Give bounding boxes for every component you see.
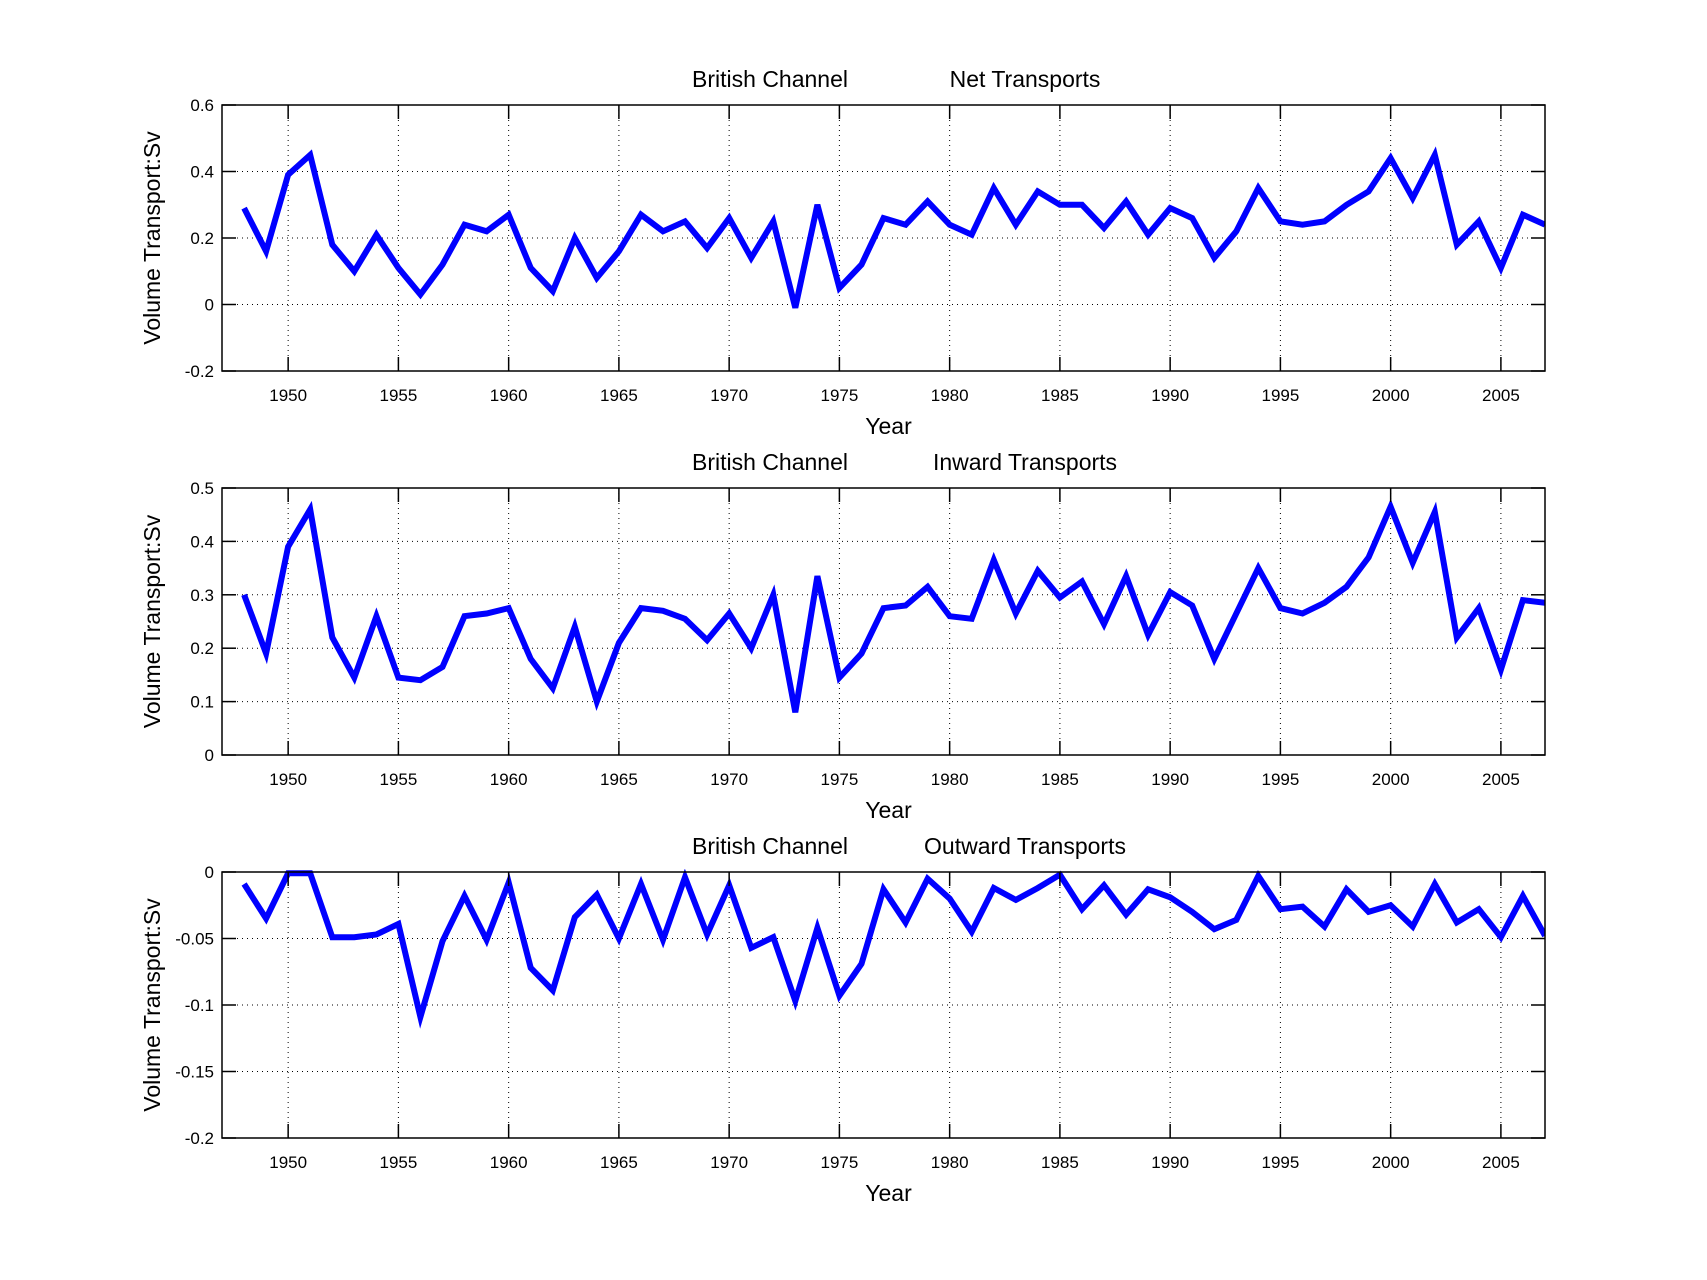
x-tick-label: 1995 — [1261, 770, 1299, 789]
x-tick-label: 1985 — [1041, 386, 1079, 405]
x-tick-label: 1950 — [269, 1153, 307, 1172]
x-tick-label: 1955 — [379, 770, 417, 789]
x-tick-label: 1970 — [710, 1153, 748, 1172]
y-axis-label: Volume Transport:Sv — [139, 131, 165, 345]
x-tick-label: 1995 — [1261, 386, 1299, 405]
subplot-title-left: British Channel — [692, 66, 848, 92]
y-tick-label: 0.2 — [190, 639, 214, 658]
x-axis-label: Year — [865, 1180, 912, 1206]
x-tick-label: 2005 — [1482, 770, 1520, 789]
y-tick-label: 0.3 — [190, 586, 214, 605]
x-tick-label: 1955 — [379, 386, 417, 405]
y-tick-label: 0.2 — [190, 229, 214, 248]
x-tick-label: 2000 — [1372, 770, 1410, 789]
y-tick-label: 0.5 — [190, 479, 214, 498]
x-tick-label: 2000 — [1372, 386, 1410, 405]
x-tick-label: 1960 — [490, 770, 528, 789]
x-tick-label: 1965 — [600, 1153, 638, 1172]
x-tick-label: 1985 — [1041, 770, 1079, 789]
y-tick-label: -0.1 — [185, 996, 214, 1015]
subplot-inward-transports: 1950 1955 1960 1965 1970 1975 1980 1985 1990 1995… — [139, 449, 1546, 823]
y-tick-label: 0 — [205, 296, 214, 315]
x-tick-label: 1990 — [1151, 770, 1189, 789]
x-tick-label: 1995 — [1261, 1153, 1299, 1172]
x-tick-label: 2005 — [1482, 386, 1520, 405]
y-tick-label: -0.2 — [185, 1129, 214, 1148]
x-tick-label: 1970 — [710, 770, 748, 789]
x-tick-label: 2005 — [1482, 1153, 1520, 1172]
y-tick-label: -0.05 — [175, 930, 214, 949]
y-tick-label: 0 — [205, 863, 214, 882]
x-tick-label: 1990 — [1151, 1153, 1189, 1172]
y-tick-label: 0.4 — [190, 163, 214, 182]
subplot-net-transports: 1950 1955 1960 1965 1970 1975 1980 1985 1990 1995… — [139, 66, 1546, 439]
series-line-net-transports — [241, 146, 1545, 309]
subplot-title-left: British Channel — [692, 833, 848, 859]
y-tick-label: 0.6 — [190, 96, 214, 115]
y-tick-label: 0.4 — [190, 532, 214, 551]
x-tick-label: 1980 — [931, 1153, 969, 1172]
subplot-outward-transports: 1950 1955 1960 1965 1970 1975 1980 1985 1990 1995… — [139, 833, 1546, 1206]
series-line-outward-transports — [241, 869, 1545, 1029]
x-tick-label: 1975 — [820, 1153, 858, 1172]
x-axis-label: Year — [865, 413, 912, 439]
y-tick-label: 0.1 — [190, 693, 214, 712]
y-axis-label: Volume Transport:Sv — [139, 514, 165, 728]
x-axis-label: Year — [865, 797, 912, 823]
subplot-title-right: Net Transports — [950, 66, 1101, 92]
y-tick-label: -0.15 — [175, 1063, 214, 1082]
subplot-title-left: British Channel — [692, 449, 848, 475]
x-tick-label: 1980 — [931, 386, 969, 405]
subplot-title-right: Outward Transports — [924, 833, 1126, 859]
x-tick-label: 1975 — [820, 770, 858, 789]
y-axis-label: Volume Transport:Sv — [139, 898, 165, 1112]
x-tick-label: 1950 — [269, 386, 307, 405]
y-tick-label: -0.2 — [185, 362, 214, 381]
axes-frame — [221, 487, 1546, 756]
x-tick-label: 1960 — [490, 1153, 528, 1172]
x-tick-label: 1970 — [710, 386, 748, 405]
x-tick-label: 1975 — [820, 386, 858, 405]
x-tick-label: 1950 — [269, 770, 307, 789]
x-tick-label: 2000 — [1372, 1153, 1410, 1172]
x-tick-label: 1965 — [600, 770, 638, 789]
x-tick-label: 1990 — [1151, 386, 1189, 405]
x-tick-label: 1960 — [490, 386, 528, 405]
x-tick-label: 1985 — [1041, 1153, 1079, 1172]
subplot-title-right: Inward Transports — [933, 449, 1117, 475]
y-tick-label: 0 — [205, 746, 214, 765]
x-tick-label: 1955 — [379, 1153, 417, 1172]
series-line-inward-transports — [241, 498, 1545, 713]
x-tick-label: 1980 — [931, 770, 969, 789]
x-tick-label: 1965 — [600, 386, 638, 405]
